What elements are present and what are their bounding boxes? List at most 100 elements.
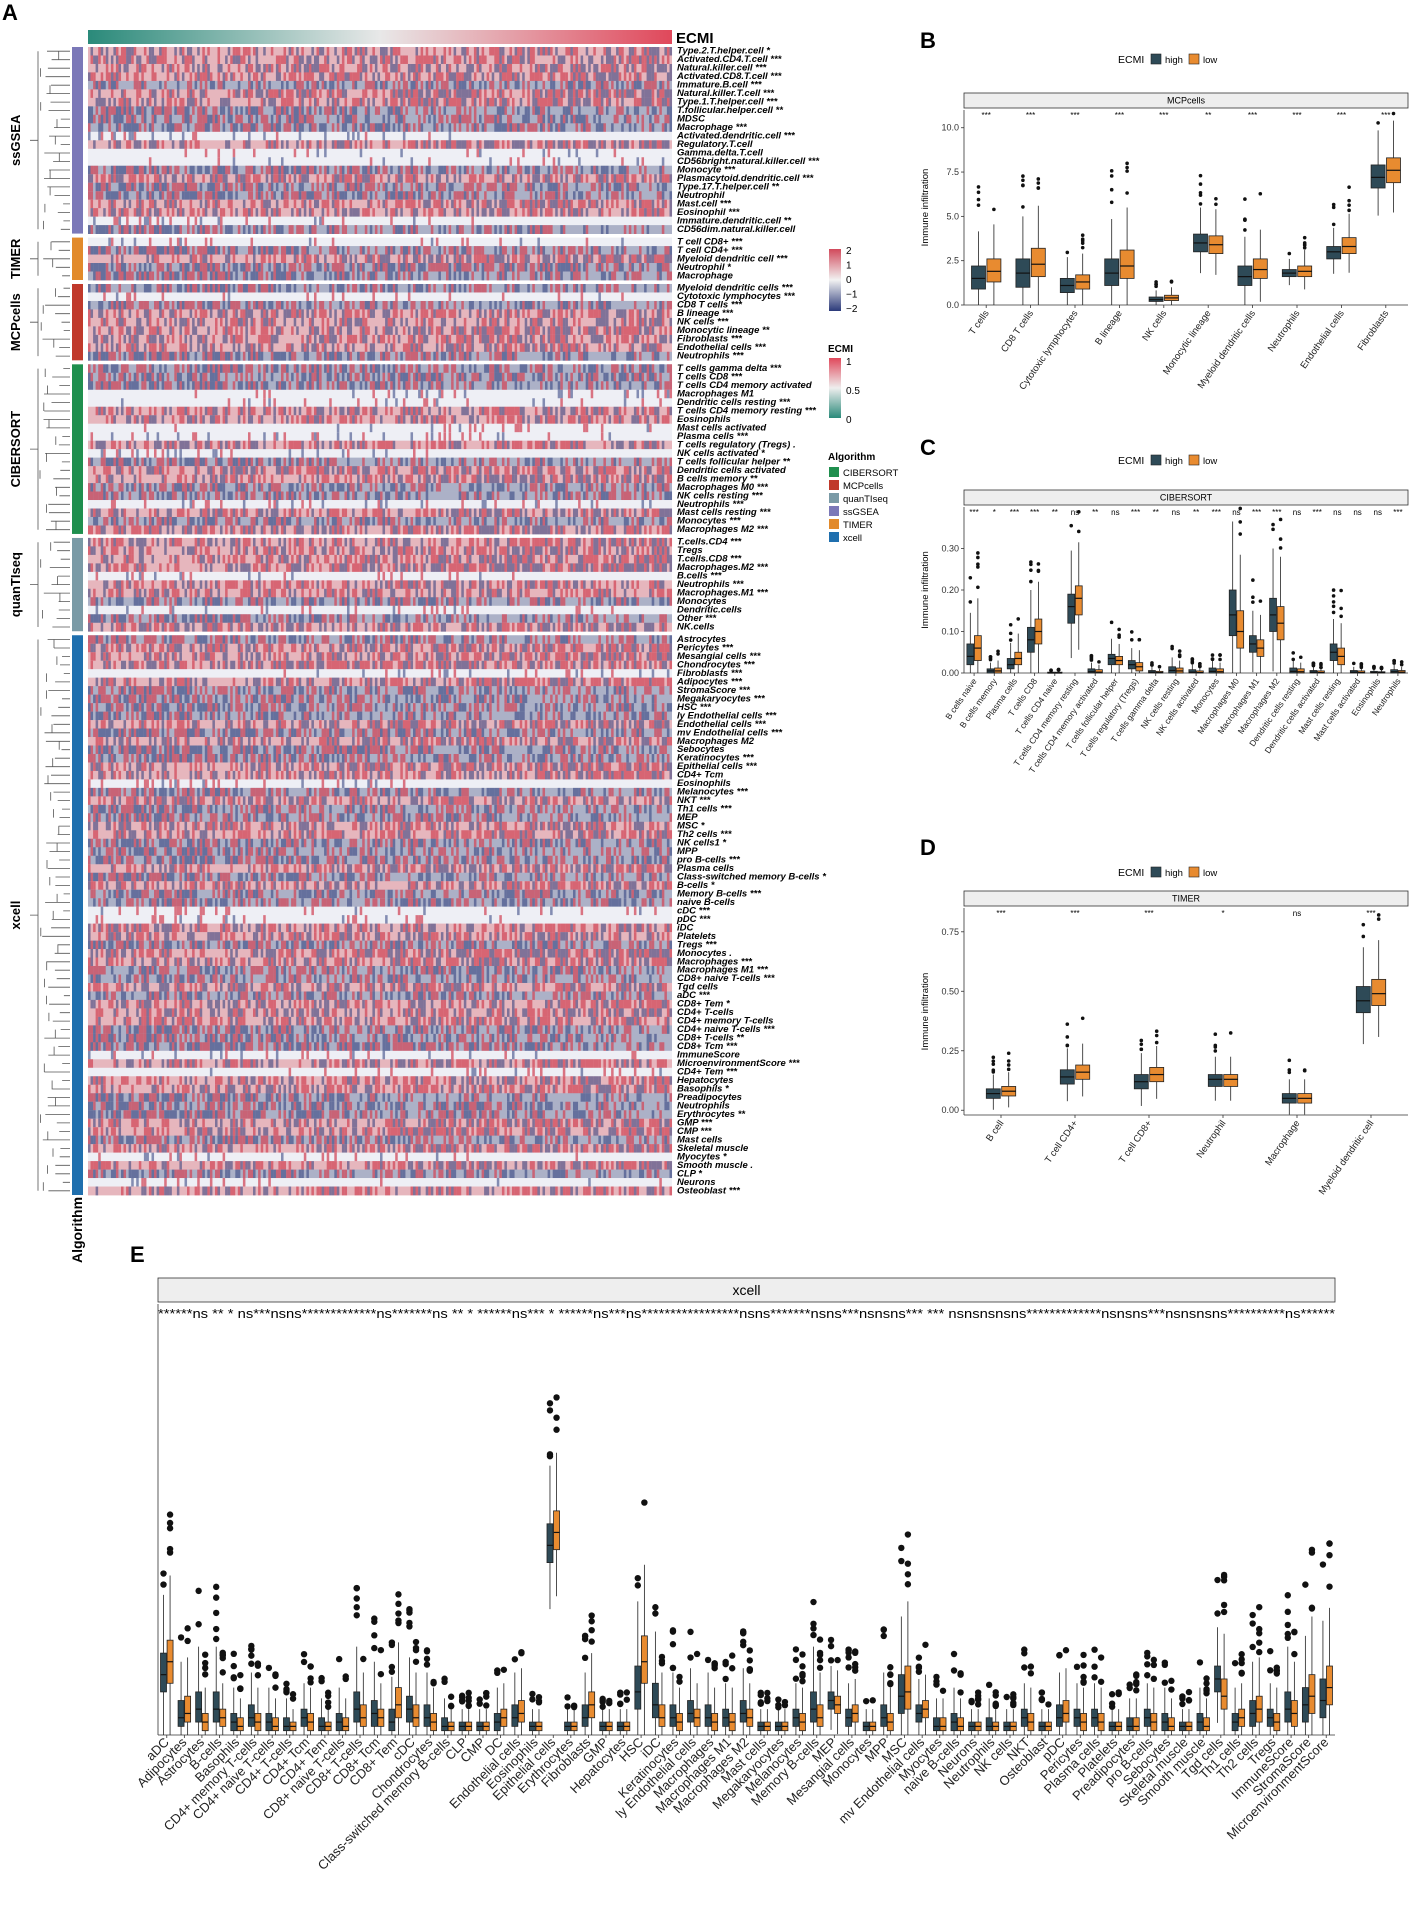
- heatmap-row: Macrophage ***: [88, 122, 748, 133]
- heatmap-high-cells: [98, 898, 673, 908]
- outlier-point: [1133, 1671, 1140, 1678]
- heatmap-row-base: [88, 525, 672, 535]
- outlier-point: [202, 1651, 209, 1658]
- significance-label: ***: [1212, 508, 1221, 517]
- outlier-point: [729, 1652, 736, 1659]
- facet-strip: [963, 92, 1409, 109]
- heatmap-row-base: [88, 389, 672, 399]
- heatmap-row-label: Natural.killer.cell ***: [677, 63, 768, 74]
- outlier-point: [1144, 1649, 1151, 1657]
- outlier-point: [996, 652, 1000, 656]
- heatmap-row-base: [88, 957, 672, 967]
- heatmap-low-cells: [88, 745, 657, 755]
- heatmap-row: Plasmacytoid.dendritic.cell ***: [88, 173, 815, 184]
- outlier-point: [775, 1696, 782, 1703]
- heatmap-row: Mast.cell ***: [88, 198, 732, 209]
- outlier-point: [1139, 1047, 1144, 1052]
- outlier-point: [851, 1660, 859, 1668]
- heatmap-row-label: Other ***: [677, 613, 717, 624]
- box-low: [342, 1717, 350, 1732]
- dendrogram: [30, 287, 70, 357]
- heatmap-high-cells: [90, 838, 662, 848]
- outlier-point: [546, 1407, 554, 1414]
- algorithm-legend-swatch: [829, 532, 839, 542]
- outlier-point: [1203, 1675, 1210, 1682]
- outlier-point: [1326, 1583, 1333, 1590]
- algorithm-legend: Algorithm CIBERSORT MCPcells quanTIseq ssGSE…: [828, 452, 898, 544]
- heatmap-low-cells: [88, 588, 652, 598]
- outlier-point: [494, 1669, 501, 1677]
- heatmap-row: MicroenvironmentScore ***: [88, 1058, 801, 1069]
- heatmap-row: NKT ***: [88, 795, 712, 806]
- heatmap-row-label: Endothelial cells ***: [677, 719, 767, 730]
- outlier-point: [476, 1700, 483, 1707]
- outlier-point: [553, 1426, 560, 1433]
- outlier-point: [968, 600, 973, 604]
- heatmap-row: pro B-cells ***: [88, 854, 741, 865]
- outlier-point: [1249, 1643, 1256, 1651]
- scale-legend-bar: [829, 249, 841, 311]
- heatmap-row: Activated.CD4.T.cell ***: [88, 54, 783, 65]
- heatmap-row: Monocytic lineage **: [88, 325, 771, 336]
- y-tick-label: 0.20: [941, 585, 959, 595]
- heatmap-row: Sebocytes: [88, 744, 725, 755]
- outlier-point: [518, 1648, 525, 1656]
- outlier-point: [581, 1654, 589, 1662]
- heatmap-row: Pericytes ***: [88, 642, 734, 653]
- heatmap-row: Adipocytes ***: [88, 676, 743, 687]
- box-low: [1308, 1674, 1316, 1714]
- heatmap-row: Tregs: [88, 545, 703, 556]
- heatmap-row-base: [88, 605, 672, 615]
- outlier-point: [996, 649, 1000, 654]
- heatmap-high-cells: [90, 89, 665, 99]
- outlier-point: [342, 1673, 349, 1680]
- facet-strip-label: TIMER: [1172, 894, 1200, 904]
- outlier-point: [1302, 1068, 1307, 1072]
- outlier-point: [388, 1668, 396, 1675]
- heatmap-row-label: Monocyte ***: [677, 164, 736, 175]
- heatmap-row-label: Monocytes .: [677, 948, 732, 959]
- heatmap-row-label: CD4+ naive T-cells ***: [677, 1024, 776, 1035]
- heatmap-row-label: Monocytes: [677, 596, 727, 607]
- outlier-point: [1097, 660, 1101, 664]
- outlier-point: [1109, 200, 1114, 205]
- heatmap-high-cells: [88, 1025, 667, 1035]
- heatmap-row-label: NK cells ***: [677, 317, 730, 328]
- box-high: [739, 1700, 747, 1723]
- outlier-point: [1331, 600, 1336, 604]
- heatmap-row: MEP: [88, 812, 698, 823]
- box-high: [177, 1700, 185, 1727]
- outlier-point: [483, 1690, 490, 1697]
- outlier-point: [1376, 917, 1381, 921]
- outlier-point: [1010, 1691, 1017, 1698]
- outlier-point: [272, 1684, 279, 1691]
- facet-strip: [157, 1277, 1336, 1303]
- outlier-point: [1056, 1652, 1063, 1659]
- outlier-point: [1080, 1662, 1087, 1669]
- outlier-point: [1021, 183, 1025, 188]
- outlier-point: [588, 1612, 595, 1619]
- heatmap-low-cells: [93, 1118, 670, 1128]
- heatmap-row: T cells follicular helper **: [88, 456, 791, 467]
- outlier-point: [377, 1670, 385, 1678]
- outlier-point: [535, 1699, 543, 1706]
- outlier-point: [1108, 1691, 1116, 1698]
- box-high: [1319, 1678, 1327, 1719]
- outlier-point: [529, 1696, 536, 1703]
- heatmap-row: CD8 T cells ***: [88, 300, 743, 311]
- heatmap-row: CD56bright.natural.killer.cell ***: [88, 156, 820, 167]
- heatmap-row-label: HSC ***: [677, 702, 712, 713]
- heatmap-row: T cells CD8 ***: [88, 372, 743, 383]
- y-tick-label: 0.00: [941, 668, 959, 678]
- outlier-point: [845, 1647, 852, 1654]
- outlier-point: [213, 1609, 220, 1617]
- outlier-point: [1218, 657, 1222, 662]
- outlier-point: [230, 1662, 237, 1670]
- heatmap-row-base: [88, 881, 672, 891]
- significance-label: ns: [1374, 508, 1382, 517]
- outlier-point: [810, 1631, 817, 1639]
- heatmap-row-label: MPP: [677, 846, 698, 857]
- x-tick-label: B cell: [984, 1118, 1006, 1143]
- heatmap-low-cells: [93, 334, 673, 344]
